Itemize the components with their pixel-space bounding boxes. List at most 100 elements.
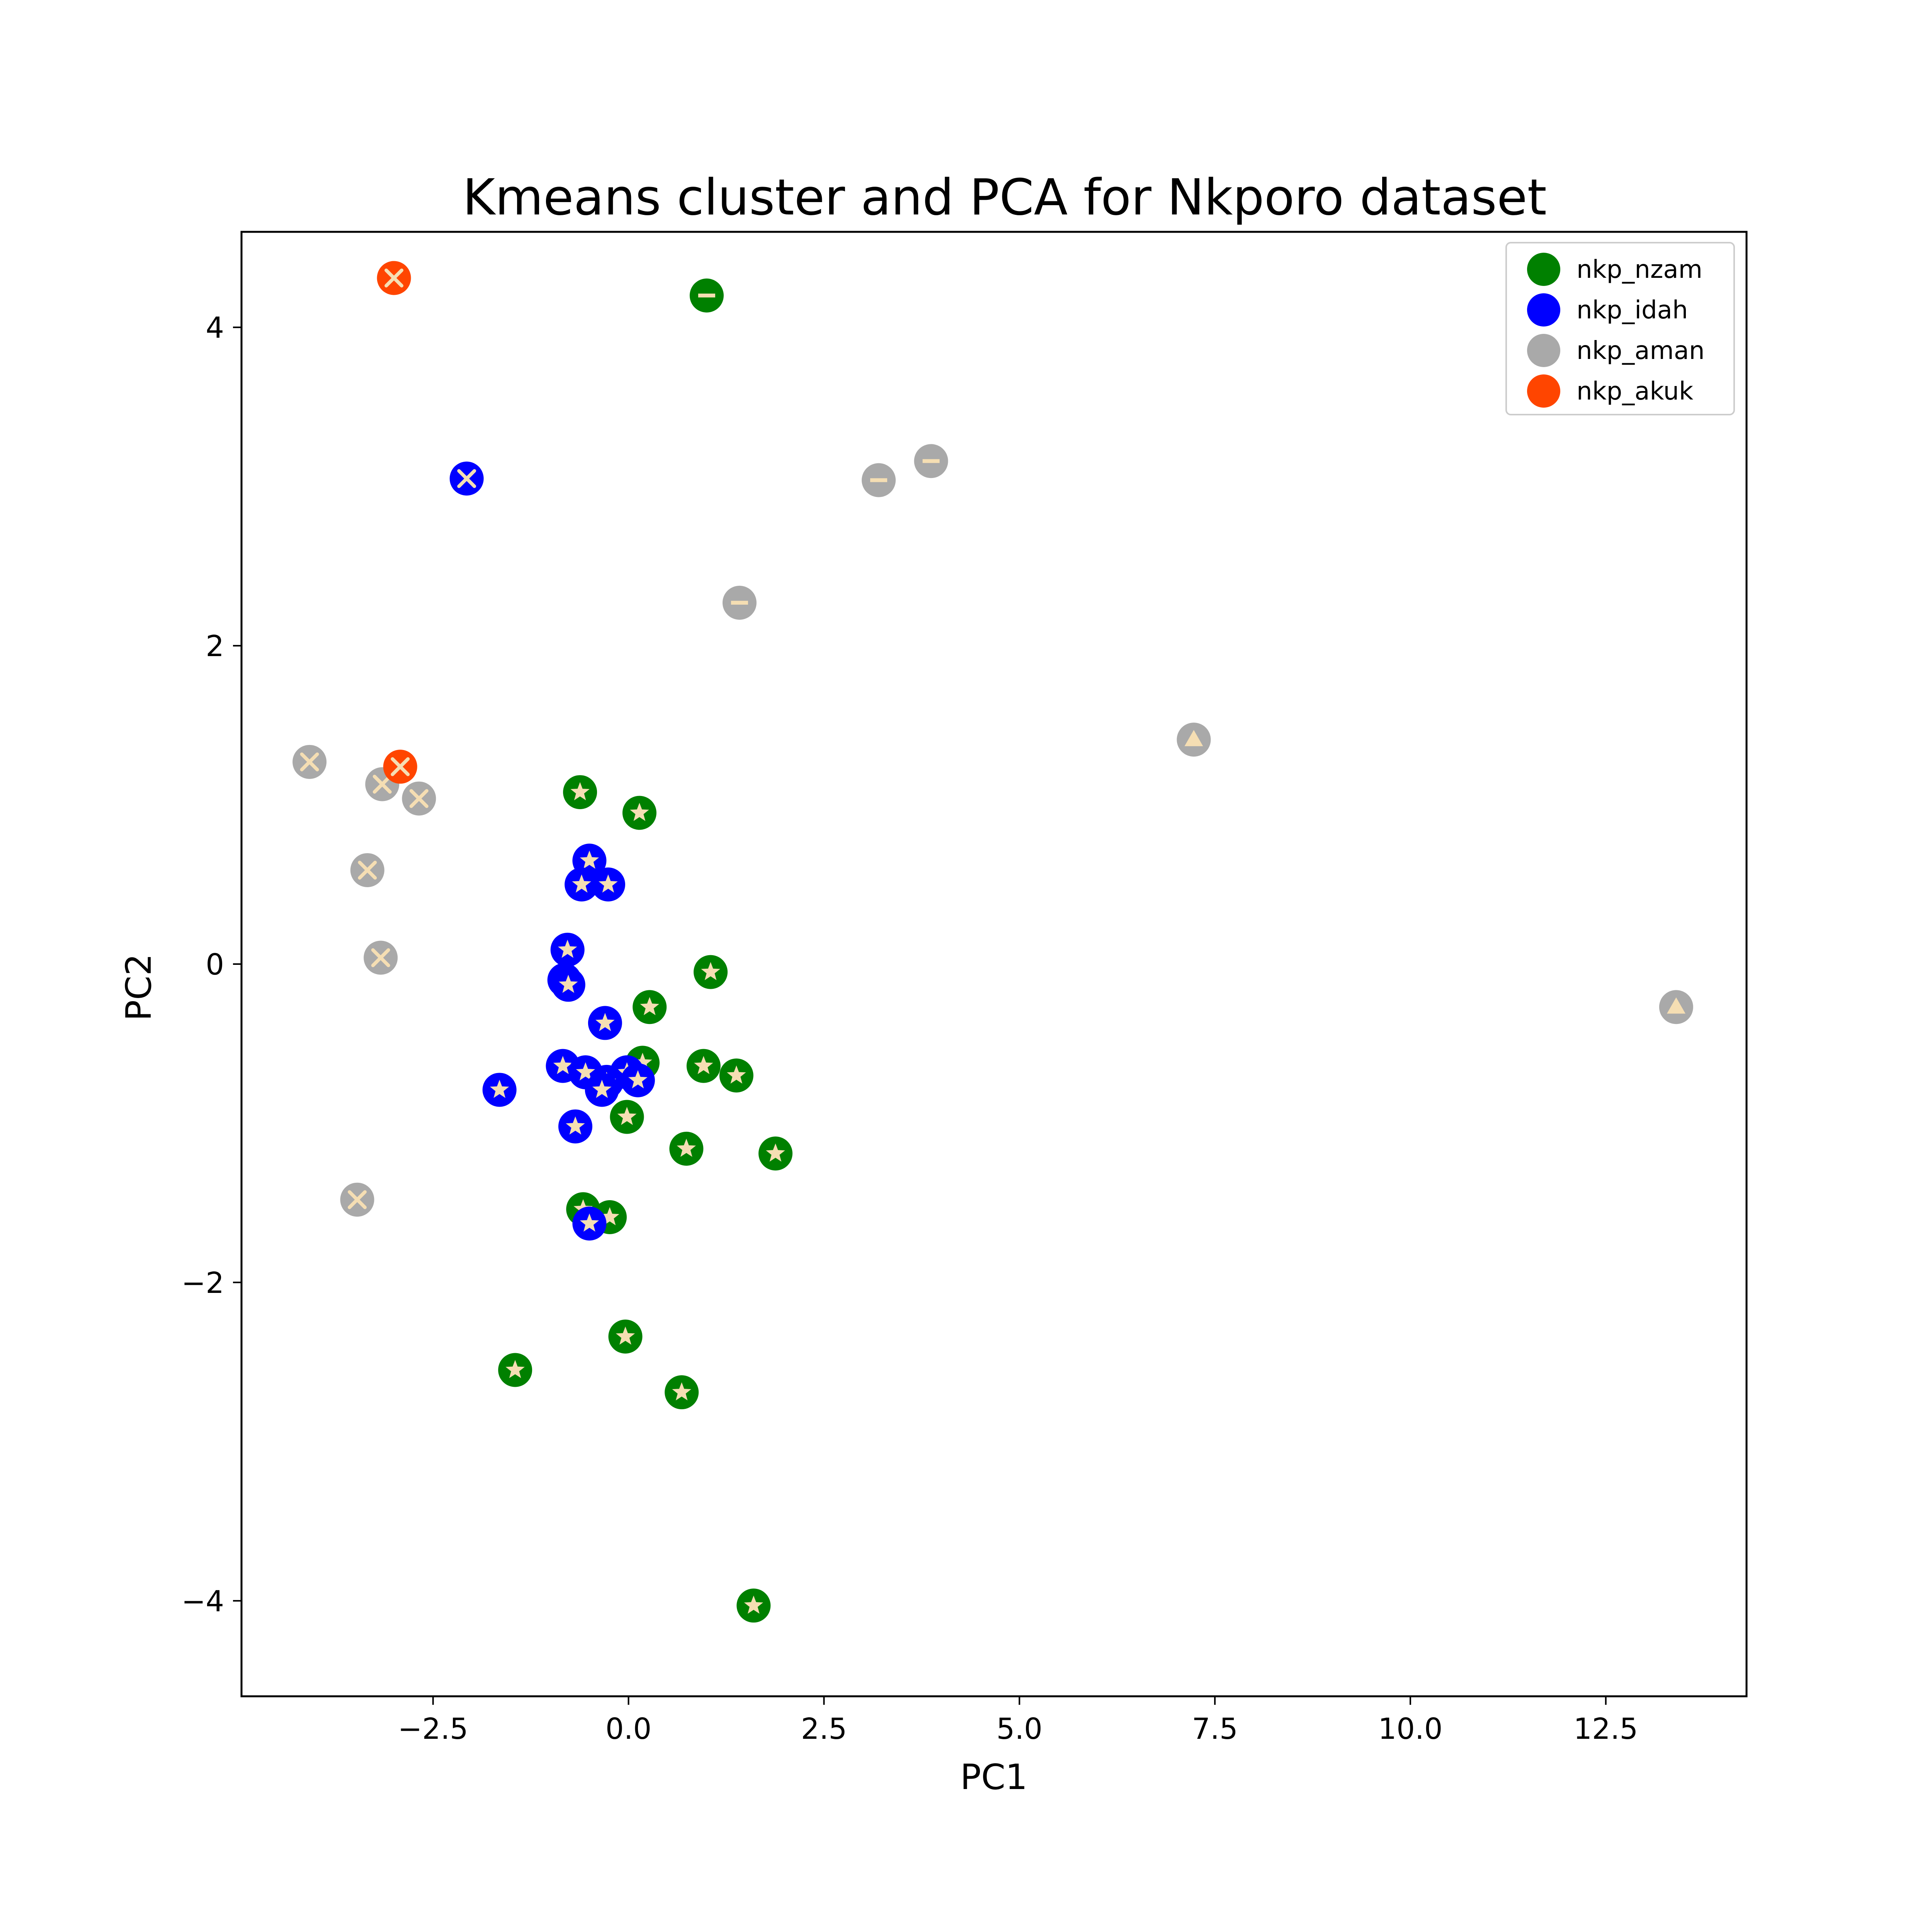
star-marker-icon [677,1138,696,1157]
data-point [482,1073,517,1107]
data-point [758,1136,793,1171]
data-point [914,444,948,478]
data-point [402,781,436,816]
data-point [558,1109,592,1144]
legend-swatch [1527,334,1560,367]
data-point [565,867,599,902]
data-point [669,1131,704,1166]
legend-swatch [1527,253,1560,286]
x-axis: −2.5 0.0 2.5 5.0 7.5 10.0 12.5 [398,1696,1638,1746]
x-marker-icon [391,757,410,776]
star-marker-icon [600,1207,619,1225]
star-marker-icon [616,1327,635,1345]
legend-label: nkp_akuk [1577,377,1693,406]
data-point [686,1049,721,1083]
data-point [608,1319,643,1354]
minus-marker-icon [731,600,748,605]
star-marker-icon [599,874,618,893]
legend-item: nkp_akuk [1527,374,1693,408]
minus-marker-icon [698,293,715,298]
data-point [449,461,484,496]
x-marker-icon [372,774,392,794]
star-marker-icon [766,1143,785,1162]
legend-label: nkp_nzam [1577,255,1702,284]
y-axis-label: PC2 [119,954,159,1021]
legend-label: nkp_aman [1577,337,1705,365]
data-point [621,1063,655,1097]
star-marker-icon [630,803,649,821]
star-marker-icon [592,1080,612,1098]
star-marker-icon [570,782,590,801]
data-point [377,261,411,295]
legend-item: nkp_aman [1527,334,1705,367]
series-nkp_idah [449,461,655,1241]
star-marker-icon [628,1070,648,1088]
legend-swatch [1527,374,1560,408]
star-marker-icon [566,1116,585,1135]
x-marker-icon [457,469,476,488]
minus-marker-icon [922,459,940,463]
legend-label: nkp_idah [1577,296,1688,325]
data-point [622,796,656,830]
data-point [1177,723,1211,757]
x-marker-icon [300,752,319,772]
series-nkp_akuk [377,261,417,784]
star-marker-icon [559,975,578,993]
data-point [585,1073,619,1107]
data-point [551,968,585,1002]
minus-marker-icon [870,478,888,482]
data-point [719,1058,753,1093]
y-tick-label: 4 [206,311,224,345]
y-tick-label: −4 [181,1584,224,1618]
star-marker-icon [595,1013,615,1031]
x-marker-icon [409,789,429,808]
star-marker-icon [672,1382,691,1401]
data-point [694,955,728,989]
data-point [633,990,667,1024]
x-marker-icon [347,1190,367,1209]
marks-layer [293,261,1693,1623]
star-marker-icon [727,1065,746,1084]
data-point [350,853,384,887]
series-nkp_nzam [498,278,793,1623]
legend-box [1505,242,1735,415]
data-point [563,775,597,810]
star-marker-icon [580,1213,599,1232]
star-marker-icon [633,1053,652,1071]
x-marker-icon [371,948,390,968]
data-point [293,745,327,779]
triangle-marker-icon [1667,997,1685,1014]
x-tick-label: 2.5 [801,1712,847,1746]
star-marker-icon [744,1595,763,1614]
x-tick-label: −2.5 [398,1712,468,1746]
data-point [383,750,417,784]
data-point [736,1588,771,1623]
star-marker-icon [580,850,599,869]
data-point [610,1100,644,1134]
star-marker-icon [694,1056,713,1074]
data-point [572,1206,607,1241]
chart-title: Kmeans cluster and PCA for Nkporo datase… [463,169,1547,226]
data-point [665,1375,699,1410]
y-tick-label: −2 [181,1266,224,1300]
data-point [364,940,398,975]
y-tick-label: 2 [206,629,224,663]
star-marker-icon [640,997,659,1015]
star-marker-icon [505,1360,525,1378]
x-marker-icon [358,861,377,880]
star-marker-icon [553,1056,573,1074]
legend-item: nkp_nzam [1527,253,1702,286]
data-point [498,1353,532,1387]
star-marker-icon [490,1080,509,1098]
series-nkp_aman [293,444,1693,1217]
star-marker-icon [576,1062,595,1081]
y-tick-label: 0 [206,947,224,981]
x-tick-label: 12.5 [1573,1712,1638,1746]
legend-swatch [1527,293,1560,327]
y-axis: −4 −2 0 2 4 [181,311,242,1618]
x-marker-icon [384,268,404,287]
data-point [588,1006,622,1040]
data-point [689,278,724,313]
